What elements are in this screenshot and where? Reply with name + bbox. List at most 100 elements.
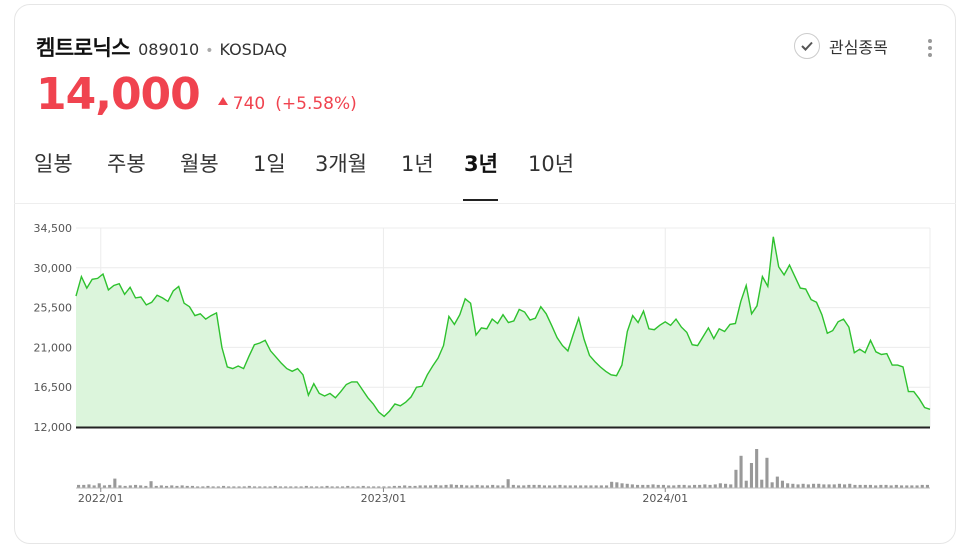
- volume-bar: [413, 485, 417, 488]
- price-change: 740: [232, 94, 266, 114]
- volume-bar: [113, 478, 117, 488]
- volume-bar: [858, 484, 862, 488]
- y-tick-label: 16,500: [34, 381, 73, 394]
- tab-1day[interactable]: 1일: [253, 152, 286, 176]
- volume-bar: [475, 484, 479, 488]
- up-triangle-icon: [217, 97, 228, 105]
- volume-bar: [258, 486, 262, 488]
- volume-bar: [387, 486, 391, 488]
- y-axis: 34,500 30,000 25,500 21,000 16,500 12,000: [34, 222, 73, 434]
- volume-bar: [791, 483, 795, 488]
- volume-bar: [687, 485, 691, 488]
- volume-bar: [615, 482, 619, 488]
- volume-bar: [289, 486, 293, 488]
- stock-card: [14, 4, 956, 544]
- volume-bar: [496, 485, 500, 488]
- x-tick-label: 2024/01: [642, 492, 688, 505]
- volume-bar: [775, 476, 779, 488]
- volume-bar: [677, 484, 681, 488]
- tab-3years[interactable]: 3년: [464, 152, 498, 176]
- volume-bar: [211, 486, 215, 488]
- volume-bar: [863, 484, 867, 488]
- volume-bar: [449, 484, 453, 488]
- tab-monthly[interactable]: 월봉: [180, 152, 219, 176]
- volume-bar: [309, 486, 313, 488]
- volume-bar: [175, 485, 179, 488]
- volume-bar: [822, 484, 826, 488]
- favorite-button[interactable]: 관심종목: [794, 33, 888, 59]
- active-tab-indicator: [463, 199, 498, 201]
- volume-bar: [848, 483, 852, 488]
- volume-bar: [108, 484, 112, 488]
- volume-bar: [517, 485, 521, 488]
- volume-bar: [237, 486, 241, 488]
- volume-bar: [925, 484, 929, 488]
- volume-bar: [444, 484, 448, 488]
- y-tick-label: 12,000: [34, 421, 73, 434]
- volume-bar: [573, 485, 577, 488]
- tab-3months[interactable]: 3개월: [315, 152, 368, 176]
- tab-daily[interactable]: 일봉: [34, 152, 73, 176]
- volume-bar: [341, 486, 345, 488]
- volume-bar: [397, 485, 401, 488]
- volume-bar: [377, 486, 381, 488]
- volume-bar: [123, 485, 127, 488]
- volume-bar: [506, 479, 510, 488]
- volume-bar: [889, 485, 893, 488]
- volume-bar: [170, 485, 174, 488]
- volume-bar: [843, 484, 847, 488]
- volume-bars: [76, 449, 930, 489]
- volume-bar: [154, 485, 158, 488]
- volume-bar: [646, 484, 650, 488]
- volume-bar: [320, 486, 324, 488]
- volume-bar: [713, 484, 717, 488]
- volume-bar: [537, 484, 541, 488]
- volume-bar: [718, 483, 722, 488]
- volume-bar: [423, 485, 427, 488]
- tab-weekly[interactable]: 주봉: [107, 152, 146, 176]
- volume-bar: [729, 484, 733, 488]
- volume-bar: [222, 485, 226, 488]
- volume-bar: [480, 485, 484, 488]
- volume-bar: [651, 484, 655, 488]
- stock-name[interactable]: 켐트로닉스: [36, 36, 131, 60]
- volume-bar: [361, 485, 365, 488]
- volume-bar: [579, 485, 583, 488]
- volume-bar: [812, 483, 816, 488]
- volume-bar: [511, 484, 515, 488]
- volume-bar: [630, 484, 634, 488]
- volume-bar: [77, 484, 81, 488]
- volume-bar: [568, 485, 572, 488]
- volume-bar: [185, 485, 189, 488]
- volume-bar: [429, 485, 433, 488]
- volume-bar: [144, 485, 148, 488]
- volume-bar: [553, 485, 557, 488]
- volume-bar: [294, 486, 298, 488]
- more-vertical-icon[interactable]: [920, 38, 940, 60]
- volume-bar: [206, 485, 210, 488]
- volume-bar: [868, 484, 872, 488]
- volume-bar: [242, 486, 246, 488]
- tab-1year[interactable]: 1년: [401, 152, 434, 176]
- volume-bar: [605, 485, 609, 488]
- stock-header: 켐트로닉스 089010 • KOSDAQ: [36, 32, 287, 62]
- price-chart[interactable]: 34,500 30,000 25,500 21,000 16,500 12,000 202…: [0, 210, 960, 510]
- volume-bar: [693, 484, 697, 488]
- volume-bar: [491, 484, 495, 488]
- volume-bar: [418, 485, 422, 488]
- volume-bar: [589, 485, 593, 488]
- volume-bar: [667, 485, 671, 488]
- x-axis: 2022/01 2023/01 2024/01: [78, 488, 688, 505]
- volume-bar: [527, 484, 531, 488]
- volume-bar: [879, 484, 883, 488]
- volume-bar: [656, 484, 660, 488]
- volume-bar: [905, 485, 909, 488]
- tab-10years[interactable]: 10년: [528, 152, 575, 176]
- volume-bar: [304, 485, 308, 488]
- volume-bar: [563, 485, 567, 488]
- price-area-fill: [76, 236, 930, 427]
- volume-bar: [744, 480, 748, 488]
- price-line: [75, 236, 931, 418]
- volume-bar: [232, 486, 236, 488]
- volume-bar: [485, 485, 489, 488]
